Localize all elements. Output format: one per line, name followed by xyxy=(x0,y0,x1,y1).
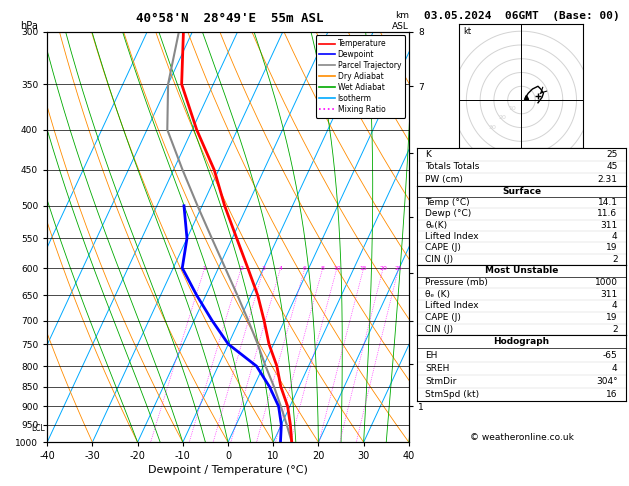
Text: 304°: 304° xyxy=(596,377,618,386)
Text: 4: 4 xyxy=(612,301,618,311)
X-axis label: Dewpoint / Temperature (°C): Dewpoint / Temperature (°C) xyxy=(148,466,308,475)
Text: 30: 30 xyxy=(489,125,496,130)
Text: EH: EH xyxy=(425,350,438,360)
Text: LCL: LCL xyxy=(31,424,45,433)
Text: CAPE (J): CAPE (J) xyxy=(425,313,461,322)
Text: 3: 3 xyxy=(262,265,266,271)
Text: Most Unstable: Most Unstable xyxy=(485,266,558,275)
Text: 2.31: 2.31 xyxy=(598,175,618,184)
Text: 40°58'N  28°49'E  55m ASL: 40°58'N 28°49'E 55m ASL xyxy=(136,12,323,25)
Text: 25: 25 xyxy=(395,265,403,271)
Text: θₑ(K): θₑ(K) xyxy=(425,221,447,230)
Text: Surface: Surface xyxy=(502,187,541,196)
Text: SREH: SREH xyxy=(425,364,450,373)
Text: 8: 8 xyxy=(321,265,325,271)
Text: Hodograph: Hodograph xyxy=(493,337,550,347)
Text: θₑ (K): θₑ (K) xyxy=(425,290,450,299)
Text: CIN (J): CIN (J) xyxy=(425,325,454,334)
Text: StmSpd (kt): StmSpd (kt) xyxy=(425,390,479,399)
Y-axis label: Mixing Ratio (g/kg): Mixing Ratio (g/kg) xyxy=(459,194,467,280)
Text: CIN (J): CIN (J) xyxy=(425,255,454,264)
Text: hPa: hPa xyxy=(20,21,38,31)
Text: 2: 2 xyxy=(612,325,618,334)
Text: 10: 10 xyxy=(333,265,341,271)
Text: 19: 19 xyxy=(606,313,618,322)
Text: kt: kt xyxy=(464,27,472,36)
Text: 16: 16 xyxy=(606,390,618,399)
Text: Totals Totals: Totals Totals xyxy=(425,162,480,172)
Text: © weatheronline.co.uk: © weatheronline.co.uk xyxy=(469,433,574,442)
Text: 4: 4 xyxy=(612,232,618,241)
Text: CAPE (J): CAPE (J) xyxy=(425,243,461,252)
Text: 20: 20 xyxy=(379,265,387,271)
Text: Temp (°C): Temp (°C) xyxy=(425,198,470,207)
Text: -65: -65 xyxy=(603,350,618,360)
Text: Lifted Index: Lifted Index xyxy=(425,301,479,311)
Text: 03.05.2024  06GMT  (Base: 00): 03.05.2024 06GMT (Base: 00) xyxy=(423,11,620,21)
Text: Dewp (°C): Dewp (°C) xyxy=(425,209,472,218)
Text: 11.6: 11.6 xyxy=(598,209,618,218)
Text: 19: 19 xyxy=(606,243,618,252)
Text: 6: 6 xyxy=(303,265,307,271)
Text: Lifted Index: Lifted Index xyxy=(425,232,479,241)
Text: StmDir: StmDir xyxy=(425,377,457,386)
Text: 14.1: 14.1 xyxy=(598,198,618,207)
Text: 4: 4 xyxy=(279,265,282,271)
Text: 45: 45 xyxy=(606,162,618,172)
Text: K: K xyxy=(425,150,431,159)
Text: 311: 311 xyxy=(600,221,618,230)
Text: 20: 20 xyxy=(498,115,506,121)
Text: 15: 15 xyxy=(360,265,367,271)
Text: 4: 4 xyxy=(612,364,618,373)
Text: PW (cm): PW (cm) xyxy=(425,175,463,184)
Text: 2: 2 xyxy=(612,255,618,264)
Text: 1000: 1000 xyxy=(594,278,618,287)
Text: km
ASL: km ASL xyxy=(392,11,409,31)
Legend: Temperature, Dewpoint, Parcel Trajectory, Dry Adiabat, Wet Adiabat, Isotherm, Mi: Temperature, Dewpoint, Parcel Trajectory… xyxy=(316,35,405,118)
Text: 25: 25 xyxy=(606,150,618,159)
Text: 311: 311 xyxy=(600,290,618,299)
Text: 2: 2 xyxy=(239,265,243,271)
Text: Pressure (mb): Pressure (mb) xyxy=(425,278,488,287)
Text: 10: 10 xyxy=(508,105,516,111)
Text: 1: 1 xyxy=(203,265,206,271)
